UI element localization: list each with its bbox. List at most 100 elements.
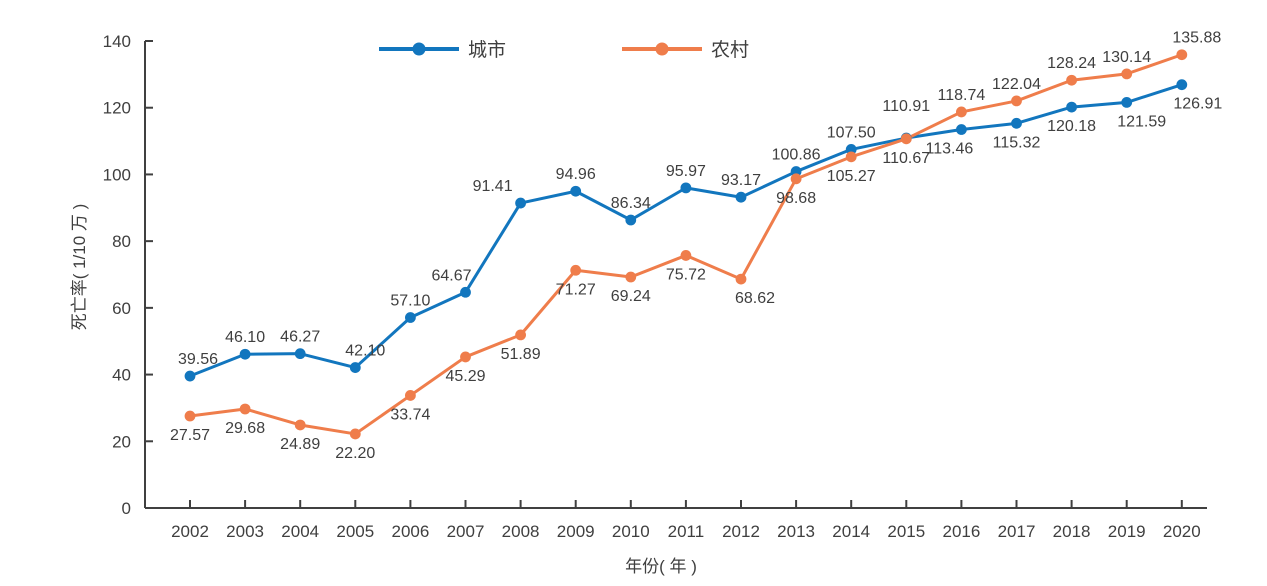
data-point xyxy=(570,185,582,197)
x-tick-label: 2007 xyxy=(447,522,485,541)
x-tick-label: 2010 xyxy=(612,522,650,541)
data-point xyxy=(1011,95,1022,107)
data-point xyxy=(625,214,637,226)
y-axis-title: 死亡率( 1/10 万 ) xyxy=(70,204,89,331)
data-label: 115.32 xyxy=(993,134,1041,151)
x-tick-label: 2014 xyxy=(832,522,870,541)
data-label: 68.62 xyxy=(735,290,775,307)
x-tick-label: 2003 xyxy=(226,522,264,541)
y-tick-label: 20 xyxy=(112,432,131,451)
data-point xyxy=(956,106,967,118)
data-label: 46.10 xyxy=(225,329,265,346)
data-label: 135.88 xyxy=(1172,30,1221,47)
data-point xyxy=(1121,68,1133,80)
data-label: 95.97 xyxy=(666,163,706,180)
data-point xyxy=(239,348,251,360)
data-label: 128.24 xyxy=(1047,55,1096,72)
y-tick-label: 100 xyxy=(103,165,131,184)
data-point xyxy=(1011,117,1022,129)
data-label: 110.91 xyxy=(882,98,930,115)
data-point xyxy=(349,362,361,373)
data-label: 130.14 xyxy=(1102,49,1151,66)
data-point xyxy=(680,250,692,261)
data-label: 42.10 xyxy=(345,343,385,360)
data-label: 107.50 xyxy=(827,124,876,141)
data-label: 120.18 xyxy=(1047,118,1096,135)
data-point xyxy=(460,286,471,298)
data-label: 33.74 xyxy=(390,406,430,423)
series-line-城市 xyxy=(188,83,1184,378)
data-point xyxy=(1176,79,1188,91)
data-label: 105.27 xyxy=(827,168,876,185)
data-point xyxy=(460,351,471,363)
data-point xyxy=(680,182,692,194)
data-point xyxy=(845,151,857,163)
data-point xyxy=(845,144,857,155)
y-tick-label: 80 xyxy=(112,232,131,251)
data-point xyxy=(184,410,196,422)
data-label: 113.46 xyxy=(926,141,974,158)
data-point xyxy=(735,273,747,285)
data-label: 22.20 xyxy=(335,445,375,462)
legend-label: 城市 xyxy=(468,39,506,61)
x-tick-label: 2004 xyxy=(281,522,319,541)
y-tick-label: 140 xyxy=(103,32,131,51)
data-label: 71.27 xyxy=(556,281,596,298)
x-tick-label: 2002 xyxy=(171,522,209,541)
x-tick-label: 2015 xyxy=(887,522,925,541)
x-tick-label: 2012 xyxy=(722,522,760,541)
data-label: 24.89 xyxy=(280,436,320,453)
data-label: 57.10 xyxy=(390,293,430,310)
data-point xyxy=(405,312,416,323)
data-label: 91.41 xyxy=(473,178,513,195)
data-point xyxy=(956,124,967,135)
data-point xyxy=(405,390,416,401)
x-tick-label: 2019 xyxy=(1108,522,1146,541)
data-point xyxy=(1066,101,1077,113)
data-label: 51.89 xyxy=(501,346,541,363)
x-tick-label: 2011 xyxy=(668,522,705,541)
x-tick-label: 2008 xyxy=(502,522,540,541)
data-label: 121.59 xyxy=(1117,113,1166,130)
data-point xyxy=(294,348,306,360)
x-axis-title: 年份( 年 ) xyxy=(625,557,697,576)
data-label: 122.04 xyxy=(992,76,1041,93)
data-point xyxy=(1176,49,1188,61)
legend-circle-marker-icon xyxy=(412,42,426,56)
y-tick-label: 60 xyxy=(112,299,131,318)
data-point xyxy=(900,133,912,145)
data-label: 45.29 xyxy=(445,368,485,385)
x-tick-label: 2009 xyxy=(557,522,595,541)
data-point xyxy=(625,271,637,283)
data-point xyxy=(790,173,802,185)
data-label: 98.68 xyxy=(776,190,816,207)
legend-label: 农村 xyxy=(711,39,749,61)
x-tick-label: 2017 xyxy=(998,522,1036,541)
x-tick-label: 2016 xyxy=(942,522,980,541)
series-line-农村 xyxy=(188,53,1184,436)
data-label: 86.34 xyxy=(611,195,651,212)
x-tick-label: 2018 xyxy=(1053,522,1091,541)
data-label: 39.56 xyxy=(178,351,218,368)
data-label: 100.86 xyxy=(772,147,821,164)
data-label: 118.74 xyxy=(938,87,986,104)
data-point xyxy=(239,403,251,415)
data-label: 46.27 xyxy=(280,329,320,346)
data-point xyxy=(1066,74,1077,86)
data-point xyxy=(570,264,582,276)
data-point xyxy=(515,329,526,341)
data-point xyxy=(184,370,196,382)
x-tick-label: 2020 xyxy=(1163,522,1201,541)
data-label: 75.72 xyxy=(666,266,706,283)
x-tick-label: 2013 xyxy=(777,522,815,541)
data-label: 110.67 xyxy=(882,150,930,167)
y-tick-label: 0 xyxy=(122,499,131,518)
data-label: 27.57 xyxy=(170,427,210,444)
data-point xyxy=(294,419,306,431)
x-tick-label: 2006 xyxy=(391,522,429,541)
y-tick-label: 40 xyxy=(112,366,131,385)
data-label: 29.68 xyxy=(225,420,265,437)
data-point xyxy=(1121,97,1133,108)
